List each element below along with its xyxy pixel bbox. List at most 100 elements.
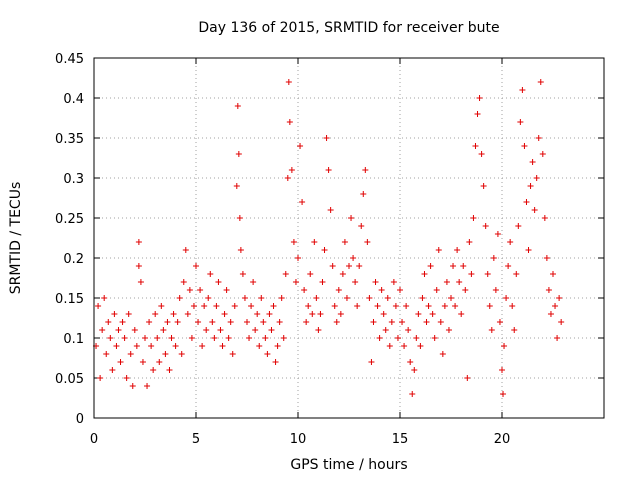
data-point xyxy=(133,343,140,349)
data-point xyxy=(496,319,503,325)
data-point xyxy=(335,287,342,293)
data-point xyxy=(180,279,187,285)
data-point xyxy=(139,359,146,365)
data-point xyxy=(405,327,412,333)
data-point xyxy=(160,327,167,333)
data-point xyxy=(456,279,463,285)
data-point xyxy=(113,343,120,349)
y-tick-label: 0.25 xyxy=(55,212,84,227)
data-point xyxy=(401,343,408,349)
data-point xyxy=(266,311,273,317)
data-point xyxy=(419,295,426,301)
data-point xyxy=(378,287,385,293)
data-point xyxy=(494,231,501,237)
data-point xyxy=(537,79,544,85)
data-point xyxy=(490,255,497,261)
data-point xyxy=(250,279,257,285)
data-point xyxy=(417,343,424,349)
data-point xyxy=(550,271,556,277)
data-point xyxy=(450,263,457,269)
data-point xyxy=(246,335,253,341)
data-point xyxy=(301,287,308,293)
data-point xyxy=(274,343,281,349)
y-tick-label: 0.3 xyxy=(63,172,84,187)
data-point xyxy=(99,327,106,333)
data-point xyxy=(509,303,516,309)
y-tick-label: 0.1 xyxy=(63,332,84,347)
data-point xyxy=(205,295,212,301)
data-point xyxy=(323,135,330,141)
data-point xyxy=(482,223,489,229)
data-point xyxy=(199,343,206,349)
data-point xyxy=(154,335,161,341)
data-point xyxy=(321,247,328,253)
data-point xyxy=(547,311,554,317)
data-point xyxy=(480,183,487,189)
data-point xyxy=(346,263,352,269)
data-point xyxy=(215,279,222,285)
y-tick-label: 0.4 xyxy=(63,92,84,107)
data-point xyxy=(519,87,526,93)
data-point xyxy=(513,271,520,277)
data-point xyxy=(276,319,283,325)
data-point xyxy=(295,255,301,261)
data-point xyxy=(237,247,244,253)
data-point xyxy=(403,303,410,309)
data-point xyxy=(486,303,493,309)
data-point xyxy=(244,319,250,325)
data-point xyxy=(178,351,185,357)
data-point xyxy=(527,183,534,189)
data-point xyxy=(399,319,406,325)
data-point xyxy=(235,151,242,157)
data-point xyxy=(284,175,291,181)
data-point xyxy=(241,295,248,301)
data-point xyxy=(407,359,414,365)
data-point xyxy=(262,335,269,341)
y-axis-title: SRMTID / TECUs xyxy=(8,182,24,295)
data-point xyxy=(370,319,377,325)
data-point xyxy=(464,375,471,381)
data-point xyxy=(397,287,403,293)
data-point xyxy=(552,303,559,309)
data-point xyxy=(539,151,546,157)
data-point xyxy=(427,263,434,269)
data-point xyxy=(152,311,159,317)
data-point xyxy=(260,319,267,325)
data-point xyxy=(239,271,246,277)
data-point xyxy=(148,343,155,349)
data-point xyxy=(256,343,263,349)
data-point xyxy=(317,311,324,317)
data-point xyxy=(156,359,163,365)
data-point xyxy=(164,319,171,325)
grid xyxy=(94,58,604,418)
data-point xyxy=(115,327,122,333)
data-point xyxy=(146,319,153,325)
chart-title: Day 136 of 2015, SRMTID for receiver but… xyxy=(198,20,499,36)
data-point xyxy=(176,295,183,301)
x-tick-label: 5 xyxy=(192,432,200,447)
data-point xyxy=(119,319,126,325)
data-point xyxy=(541,215,548,221)
data-point xyxy=(101,295,108,301)
data-point xyxy=(533,175,540,181)
y-tick-label: 0.35 xyxy=(55,132,84,147)
data-point xyxy=(305,303,312,309)
data-point xyxy=(429,311,436,317)
data-point xyxy=(352,279,359,285)
data-point xyxy=(439,351,446,357)
data-point xyxy=(437,319,444,325)
data-point xyxy=(421,271,428,277)
data-point xyxy=(195,319,202,325)
data-point xyxy=(254,311,261,317)
data-point xyxy=(211,335,218,341)
x-tick-label: 0 xyxy=(90,432,98,447)
data-point xyxy=(197,287,204,293)
data-point xyxy=(311,239,318,245)
data-point xyxy=(386,343,393,349)
data-point xyxy=(166,367,173,373)
data-point xyxy=(264,351,271,357)
data-point xyxy=(350,255,357,261)
data-point xyxy=(207,271,214,277)
data-point xyxy=(233,183,240,189)
